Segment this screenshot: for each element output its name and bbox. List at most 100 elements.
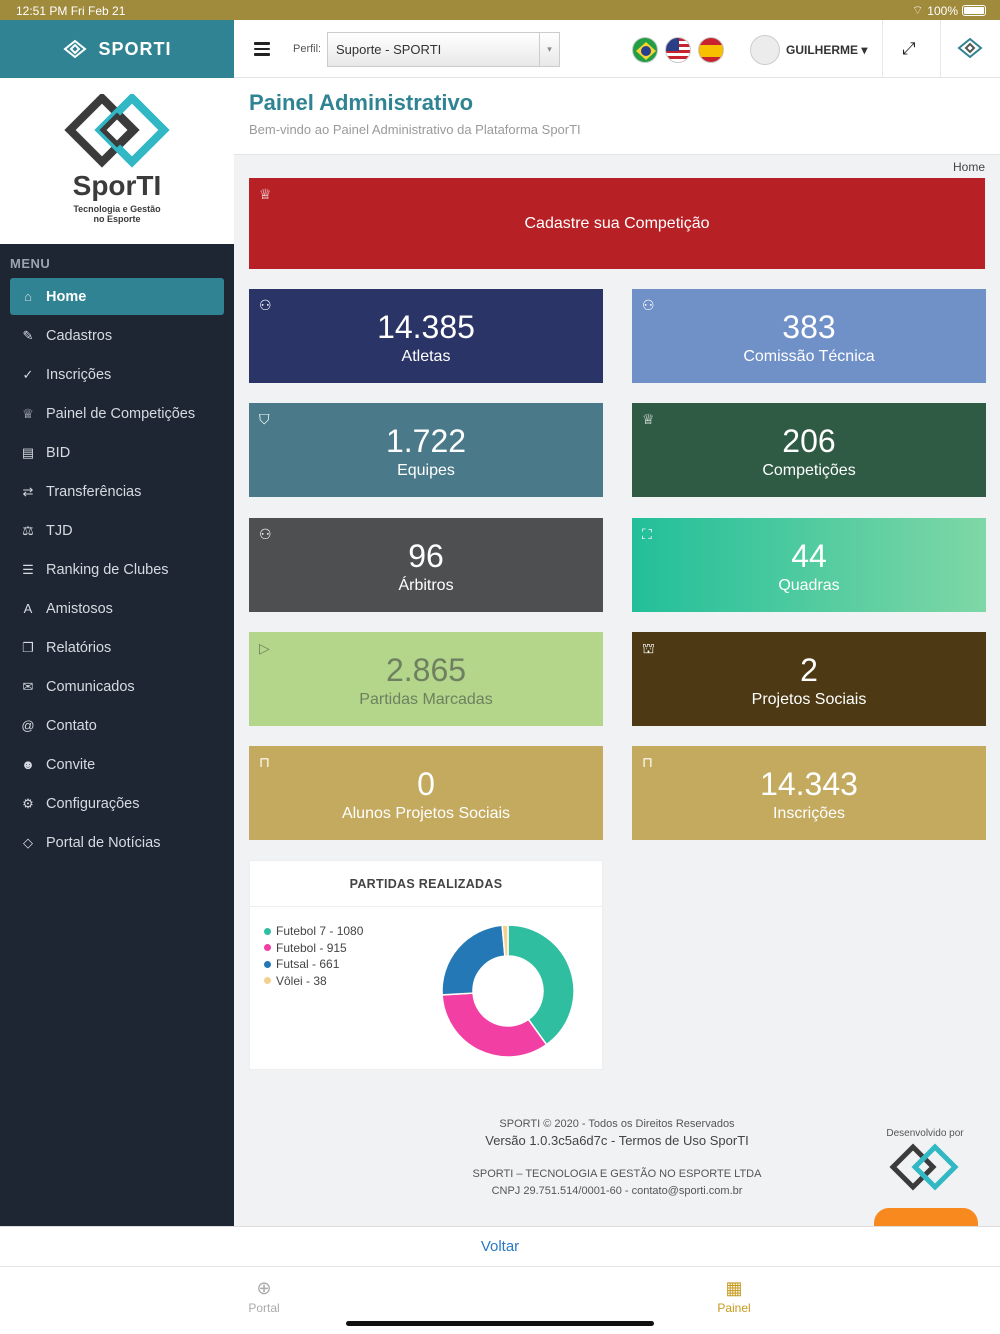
spain-flag-icon[interactable] [698,37,724,63]
brand-bar[interactable]: SPORTI [0,20,234,78]
top-bar: Perfil: Suporte - SPORTI ▾ GUILHERME ▾ ⤢ [234,20,1000,78]
register-competition-banner[interactable]: ♕ Cadastre sua Competição [249,178,985,269]
footer-version[interactable]: Versão 1.0.3c5a6d7c - Termos de Uso Spor… [485,1133,749,1148]
avatar[interactable] [750,35,780,65]
brazil-flag-icon[interactable] [632,37,658,63]
list-ordered-icon: ☰ [22,561,34,577]
shirt-icon: ⊓ [259,754,270,771]
stat-tile[interactable]: ⊓ 0 Alunos Projetos Sociais [249,746,603,841]
edit-icon: ✎ [22,327,34,343]
stat-tile[interactable]: ⛫ 2 Projetos Sociais [632,631,986,726]
sidebar-item-label: TJD [46,522,73,539]
sporti-logo-icon [63,39,88,59]
sidebar-item-tjd[interactable]: ⚖ TJD [10,512,224,549]
legend-item[interactable]: Futsal - 661 [264,956,363,973]
stat-label: Projetos Sociais [751,690,867,708]
user-icon: ⚇ [259,525,272,542]
sidebar-item-home[interactable]: ⌂ Home [10,278,224,315]
stat-tile[interactable]: ⛶ 44 Quadras [632,517,986,612]
trophy-icon: ♕ [22,405,34,421]
menu-toggle-icon[interactable] [254,42,270,56]
sidebar-item-label: BID [46,444,71,461]
donut-chart [441,924,575,1058]
back-button[interactable]: Voltar [0,1226,1000,1266]
stat-tile[interactable]: ♕ 206 Competições [632,403,986,498]
stat-label: Atletas [401,348,451,365]
sidebar-item-bid[interactable]: ▤ BID [10,434,224,471]
stat-value: 2 [800,651,818,688]
legend-item[interactable]: Futebol - 915 [264,940,363,957]
developed-by: Desenvolvido por [884,1128,966,1196]
stadium-icon: ⛫ [642,639,655,656]
legend-item[interactable]: Futebol 7 - 1080 [264,923,363,940]
donut-slice[interactable] [501,924,509,957]
sidebar-item-ranking-de-clubes[interactable]: ☰ Ranking de Clubes [10,551,224,588]
shirt-icon: ⊓ [642,754,653,771]
sporti-logo-icon: ◇ [23,834,33,850]
menu-title: MENU [10,256,51,271]
sidebar-item-label: Comunicados [46,678,135,695]
status-time: 12:51 PM Fri Feb 21 [16,4,126,18]
stat-tile[interactable]: ⚇ 14.385 Atletas [249,289,603,383]
donut-slice[interactable] [441,924,506,996]
legend-label: Futebol 7 - 1080 [276,924,364,939]
sidebar-item-inscricoes[interactable]: ✓ Inscrições [10,356,224,393]
legend-item[interactable]: Vôlei - 38 [264,973,363,990]
stat-label: Alunos Projetos Sociais [341,805,511,823]
sidebar-item-cadastros[interactable]: ✎ Cadastros [10,317,224,354]
sidebar-item-convite[interactable]: ☻ Convite [10,746,224,783]
font-icon: A [23,601,33,616]
stat-value: 1.722 [385,423,467,460]
usa-flag-icon[interactable] [665,37,691,63]
stat-tile[interactable]: ⛉ 1.722 Equipes [249,403,603,498]
sidebar-item-relatorios[interactable]: ❐ Relatórios [10,629,224,666]
envelope-icon: ✉ [22,678,34,694]
stat-label: Equipes [397,462,455,480]
tab-painel[interactable]: ▦ Painel [694,1279,774,1315]
sidebar-item-label: Cadastros [46,327,113,344]
sporti-logo-icon[interactable] [956,37,984,59]
fullscreen-icon[interactable]: ⤢ [902,39,916,58]
stat-label: Competições [762,462,856,480]
status-right: ⌔ 100% [912,3,986,18]
stat-tile[interactable]: ▷ 2.865 Partidas Marcadas [249,631,603,726]
user-menu[interactable]: GUILHERME ▾ [786,43,867,57]
tab-portal[interactable]: ⊕ Portal [224,1279,304,1315]
perfil-select[interactable]: Suporte - SPORTI ▾ [327,32,560,67]
sidebar-item-transferencias[interactable]: ⇄ Transferências [10,473,224,510]
page-subtitle: Bem-vindo ao Painel Administrativo da Pl… [249,122,581,137]
sidebar-item-label: Transferências [46,483,142,500]
chart-legend: Futebol 7 - 1080 Futebol - 915 Futsal - 66… [264,923,363,989]
page-title: Painel Administrativo [249,90,474,115]
perfil-label: Perfil: [293,43,322,55]
sidebar-item-configuracoes[interactable]: ⚙ Configurações [10,785,224,822]
matches-chart-card: PARTIDAS REALIZADAS Futebol 7 - 1080 Fute… [249,860,603,1070]
sidebar-item-contato[interactable]: @ Contato [10,707,224,744]
donut-slice[interactable] [507,924,575,1046]
wifi-icon: ⌔ [912,3,924,17]
sporti-emblem-icon [889,1143,959,1191]
sidebar-item-amistosos[interactable]: A Amistosos [10,590,224,627]
page-header: Painel Administrativo Bem-vindo ao Paine… [234,78,1000,155]
breadcrumb[interactable]: Home [952,160,985,174]
sidebar-item-label: Contato [46,717,97,734]
legend-label: Futebol - 915 [276,940,347,955]
legend-swatch [264,944,271,952]
donut-slice[interactable] [441,992,548,1058]
stat-value: 206 [782,423,836,460]
sidebar-item-comunicados[interactable]: ✉ Comunicados [10,668,224,705]
developed-by-label: Desenvolvido por [886,1128,964,1139]
id-card-icon: ▤ [21,444,35,460]
stat-tile[interactable]: ⚇ 383 Comissão Técnica [632,289,986,383]
legend-swatch [264,977,271,985]
sidebar-item-label: Home [46,288,87,305]
stat-value: 14.343 [760,766,858,803]
sidebar-item-label: Portal de Notícias [46,834,161,851]
stat-tile[interactable]: ⚇ 96 Árbitros [249,517,603,612]
sidebar-item-painel-de-competicoes[interactable]: ♕ Painel de Competições [10,395,224,432]
stat-tile[interactable]: ⊓ 14.343 Inscrições [632,746,986,841]
sporti-emblem-icon [64,94,170,168]
sidebar-item-portal-de-noticias[interactable]: ◇ Portal de Notícias [10,824,224,861]
sidebar-item-label: Painel de Competições [46,405,196,422]
sidebar-item-label: Ranking de Clubes [46,561,169,578]
